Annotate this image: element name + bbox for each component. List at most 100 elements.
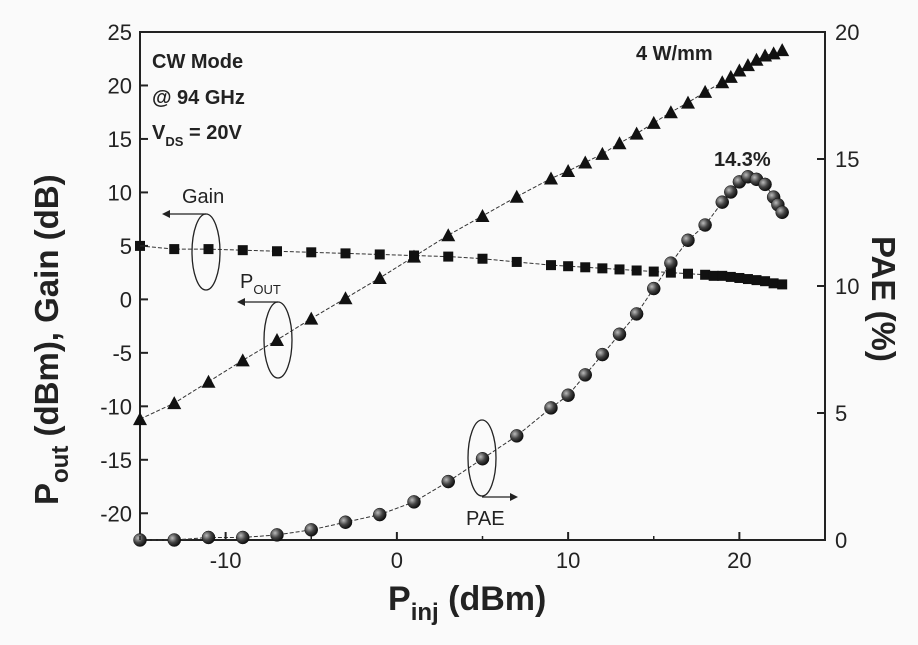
square-point: [760, 276, 771, 287]
cw-mode-label: CW Mode: [152, 51, 243, 73]
triangle-point: [338, 291, 353, 305]
triangle-point: [578, 155, 593, 169]
ticks-layer: -10 0 10 20 -20 -15 -10 -5 0 5 10 15 20 25 0 5 10 15 20: [100, 20, 859, 573]
sphere-point: [270, 528, 284, 542]
y-right-tick-label: 20: [835, 20, 859, 45]
peak-pae-label: 14.3%: [714, 149, 771, 171]
triangle-point: [201, 374, 216, 388]
square-point: [340, 248, 351, 259]
sphere-point: [758, 177, 772, 192]
square-point: [683, 268, 693, 279]
square-point: [665, 267, 676, 278]
square-point: [777, 279, 788, 290]
square-point: [169, 244, 180, 255]
vds-symbol: V: [152, 122, 166, 144]
square-point: [768, 278, 779, 289]
y-right-tick-label: 5: [835, 401, 847, 426]
square-point: [717, 270, 728, 281]
triangle-point: [167, 396, 182, 410]
sphere-point: [373, 507, 387, 522]
square-point: [374, 249, 385, 260]
triangle-point: [629, 126, 644, 140]
sphere-point: [304, 523, 318, 537]
square-point: [742, 274, 753, 285]
x-tick-label: 10: [556, 548, 580, 573]
square-point: [734, 272, 745, 283]
pae-series-label: PAE: [466, 508, 505, 530]
sphere-point: [561, 388, 575, 402]
x-tick-label: -10: [210, 548, 242, 573]
square-point: [511, 256, 522, 267]
sphere-point: [407, 495, 421, 509]
y-left-tick-label: 5: [120, 234, 132, 259]
sphere-point: [647, 281, 661, 296]
plot-area: -10 0 10 20 -20 -15 -10 -5 0 5 10 15 20 25 0 5 10 15 20: [100, 20, 859, 573]
y-left-axis-title-rest: (dBm), Gain (dB): [28, 174, 65, 445]
series-layer: [133, 43, 790, 547]
square-point: [237, 245, 248, 256]
pout-symbol: P: [240, 271, 253, 293]
sphere-point: [775, 205, 789, 220]
y-left-tick-label: 15: [108, 127, 132, 152]
y-left-tick-label: -20: [100, 501, 132, 526]
pout-arrowhead: [237, 298, 245, 306]
triangle-point: [372, 270, 387, 284]
sphere-point: [475, 451, 490, 466]
y-left-tick-label: -5: [112, 341, 132, 366]
triangle-point: [235, 353, 250, 367]
triangle-point: [740, 58, 755, 72]
sphere-point: [681, 233, 695, 248]
x-axis-title-subscript: inj: [411, 599, 439, 626]
y-right-axis-title: PAE (%): [865, 236, 902, 362]
pae-arrowhead: [510, 493, 518, 501]
triangle-point: [270, 333, 284, 347]
sphere-point: [578, 368, 592, 382]
sphere-point: [338, 515, 353, 529]
y-left-tick-label: -10: [100, 394, 132, 419]
callouts: [162, 210, 518, 501]
triangle-point: [715, 75, 730, 89]
x-tick-label: 20: [727, 548, 751, 573]
sphere-point: [236, 530, 250, 545]
triangle-point: [732, 63, 747, 77]
triangle-point: [749, 52, 764, 66]
sphere-point: [612, 327, 627, 342]
y-left-tick-label: 0: [120, 287, 132, 312]
triangle-point: [475, 208, 490, 222]
gain-arrowhead: [162, 210, 170, 218]
y-left-tick-label: -15: [100, 448, 132, 473]
x-axis-title: Pinj (dBm): [388, 580, 546, 626]
sphere-point: [664, 256, 678, 270]
square-point: [751, 275, 762, 286]
square-point: [700, 269, 711, 280]
square-point: [563, 261, 574, 272]
square-point: [443, 251, 454, 262]
frequency-label: @ 94 GHz: [152, 87, 245, 109]
x-axis-title-symbol: P: [388, 580, 411, 618]
y-left-tick-label: 10: [108, 180, 132, 205]
y-right-tick-label: 0: [835, 528, 847, 553]
square-point: [477, 253, 488, 264]
sphere-point: [629, 307, 644, 321]
vds-label: VDS = 20V: [152, 122, 242, 149]
x-tick-label: 0: [391, 548, 403, 573]
y-right-tick-label: 15: [835, 147, 859, 172]
sphere-point: [698, 218, 712, 232]
triangle-point: [663, 105, 678, 119]
square-point: [631, 265, 642, 276]
square-point: [272, 246, 282, 257]
y-left-tick-label: 25: [108, 20, 132, 45]
y-left-axis-title-subscript: out: [47, 446, 74, 483]
square-point: [203, 244, 214, 255]
y-left-tick-label: 20: [108, 73, 132, 98]
square-point: [597, 263, 608, 274]
vds-value: = 20V: [183, 122, 242, 144]
vds-subscript: DS: [165, 134, 183, 149]
series-line-sphere: [140, 176, 783, 541]
triangle-point: [681, 95, 695, 109]
triangle-point: [595, 146, 610, 160]
pae-callout-ellipse: [467, 419, 497, 497]
square-point: [580, 262, 591, 273]
triangle-point: [561, 164, 576, 178]
